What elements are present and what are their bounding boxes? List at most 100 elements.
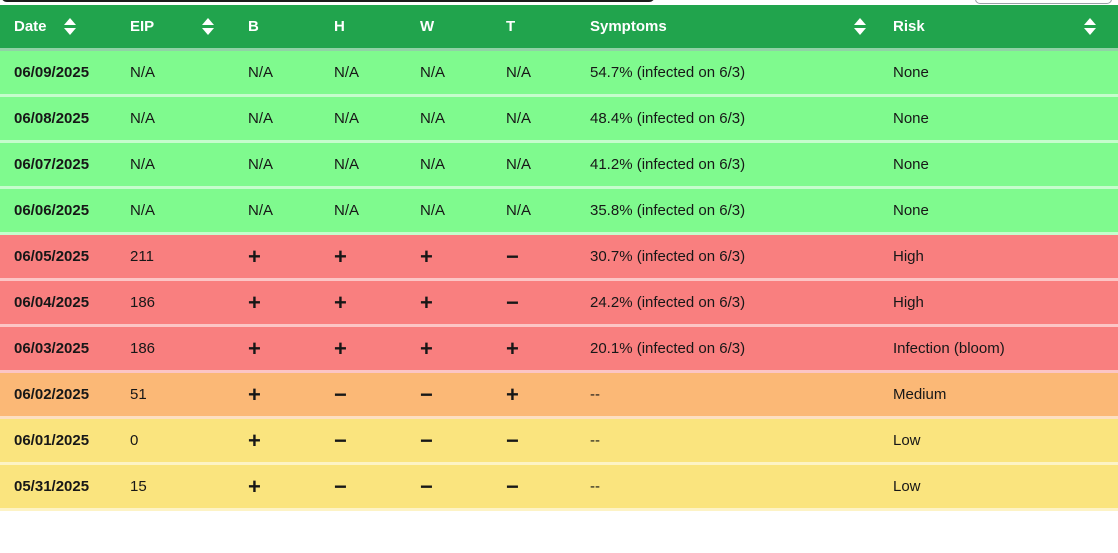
w-cell: −: [406, 373, 492, 419]
column-header-symptoms[interactable]: Symptoms: [576, 5, 879, 51]
minus-symbol: −: [506, 473, 519, 499]
date-cell: 06/08/2025: [0, 97, 116, 143]
eip-cell: 15: [116, 465, 234, 511]
b-cell: +: [234, 327, 320, 373]
b-cell: +: [234, 465, 320, 511]
plus-symbol: +: [420, 335, 433, 361]
cropped-toolbar-strip: [0, 0, 1118, 5]
column-header-h: H: [320, 5, 406, 51]
risk-cell: High: [879, 235, 1118, 281]
risk-cell: None: [879, 97, 1118, 143]
t-cell: N/A: [492, 189, 576, 235]
eip-cell: 211: [116, 235, 234, 281]
plus-symbol: +: [334, 243, 347, 269]
plus-symbol: +: [248, 427, 261, 453]
table-row: 06/03/2025 186 + + + + 20.1% (infected o…: [0, 327, 1118, 373]
w-cell: +: [406, 281, 492, 327]
b-cell: +: [234, 373, 320, 419]
column-header-risk[interactable]: Risk: [879, 5, 1118, 51]
column-header-date[interactable]: Date: [0, 5, 116, 51]
t-cell: +: [492, 327, 576, 373]
minus-symbol: −: [506, 427, 519, 453]
column-header-eip[interactable]: EIP: [116, 5, 234, 51]
h-cell: −: [320, 373, 406, 419]
h-cell: −: [320, 465, 406, 511]
t-cell: N/A: [492, 51, 576, 97]
h-cell: +: [320, 327, 406, 373]
b-cell: N/A: [234, 97, 320, 143]
risk-cell: Low: [879, 465, 1118, 511]
table-row: 06/05/2025 211 + + + − 30.7% (infected o…: [0, 235, 1118, 281]
sort-icon-date: [64, 18, 76, 35]
cropped-input-top-right[interactable]: [975, 0, 1112, 4]
table-row: 06/04/2025 186 + + + − 24.2% (infected o…: [0, 281, 1118, 327]
date-cell: 06/03/2025: [0, 327, 116, 373]
h-cell: +: [320, 235, 406, 281]
table-row: 06/06/2025 N/A N/A N/A N/A N/A 35.8% (in…: [0, 189, 1118, 235]
column-label-risk: Risk: [893, 18, 925, 35]
b-cell: +: [234, 419, 320, 465]
w-cell: N/A: [406, 189, 492, 235]
table-body: 06/09/2025 N/A N/A N/A N/A N/A 54.7% (in…: [0, 51, 1118, 511]
column-header-w: W: [406, 5, 492, 51]
t-cell: −: [492, 235, 576, 281]
eip-cell: N/A: [116, 97, 234, 143]
eip-cell: N/A: [116, 189, 234, 235]
minus-symbol: −: [420, 381, 433, 407]
table-row: 06/02/2025 51 + − − + -- Medium: [0, 373, 1118, 419]
plus-symbol: +: [248, 473, 261, 499]
risk-cell: High: [879, 281, 1118, 327]
w-cell: −: [406, 465, 492, 511]
eip-cell: 186: [116, 281, 234, 327]
symptoms-cell: 48.4% (infected on 6/3): [576, 97, 879, 143]
symptoms-cell: 54.7% (infected on 6/3): [576, 51, 879, 97]
eip-cell: N/A: [116, 143, 234, 189]
minus-symbol: −: [334, 473, 347, 499]
h-cell: +: [320, 281, 406, 327]
date-cell: 06/07/2025: [0, 143, 116, 189]
minus-symbol: −: [506, 289, 519, 315]
table-row: 06/09/2025 N/A N/A N/A N/A N/A 54.7% (in…: [0, 51, 1118, 97]
symptoms-cell: --: [576, 465, 879, 511]
t-cell: −: [492, 419, 576, 465]
date-cell: 05/31/2025: [0, 465, 116, 511]
column-label-date: Date: [14, 18, 47, 35]
w-cell: +: [406, 327, 492, 373]
date-cell: 06/02/2025: [0, 373, 116, 419]
column-label-b: B: [248, 18, 259, 35]
w-cell: N/A: [406, 97, 492, 143]
sort-icon-eip: [202, 18, 214, 35]
symptoms-cell: 41.2% (infected on 6/3): [576, 143, 879, 189]
symptoms-cell: --: [576, 373, 879, 419]
column-header-t: T: [492, 5, 576, 51]
date-cell: 06/01/2025: [0, 419, 116, 465]
w-cell: N/A: [406, 143, 492, 189]
column-label-eip: EIP: [130, 18, 155, 35]
cropped-input-top-left[interactable]: [1, 0, 655, 2]
plus-symbol: +: [506, 381, 519, 407]
plus-symbol: +: [506, 335, 519, 361]
plus-symbol: +: [334, 335, 347, 361]
table-row: 06/08/2025 N/A N/A N/A N/A N/A 48.4% (in…: [0, 97, 1118, 143]
b-cell: +: [234, 235, 320, 281]
b-cell: N/A: [234, 51, 320, 97]
t-cell: −: [492, 281, 576, 327]
t-cell: N/A: [492, 97, 576, 143]
h-cell: N/A: [320, 97, 406, 143]
minus-symbol: −: [420, 427, 433, 453]
symptoms-cell: 30.7% (infected on 6/3): [576, 235, 879, 281]
table-row: 05/31/2025 15 + − − − -- Low: [0, 465, 1118, 511]
risk-cell: Low: [879, 419, 1118, 465]
risk-cell: None: [879, 189, 1118, 235]
risk-table: Date EIP B H W: [0, 5, 1118, 511]
w-cell: +: [406, 235, 492, 281]
w-cell: −: [406, 419, 492, 465]
symptoms-cell: 20.1% (infected on 6/3): [576, 327, 879, 373]
sort-icon-symptoms: [854, 18, 866, 35]
plus-symbol: +: [248, 381, 261, 407]
eip-cell: N/A: [116, 51, 234, 97]
plus-symbol: +: [248, 335, 261, 361]
plus-symbol: +: [248, 289, 261, 315]
minus-symbol: −: [334, 427, 347, 453]
h-cell: −: [320, 419, 406, 465]
